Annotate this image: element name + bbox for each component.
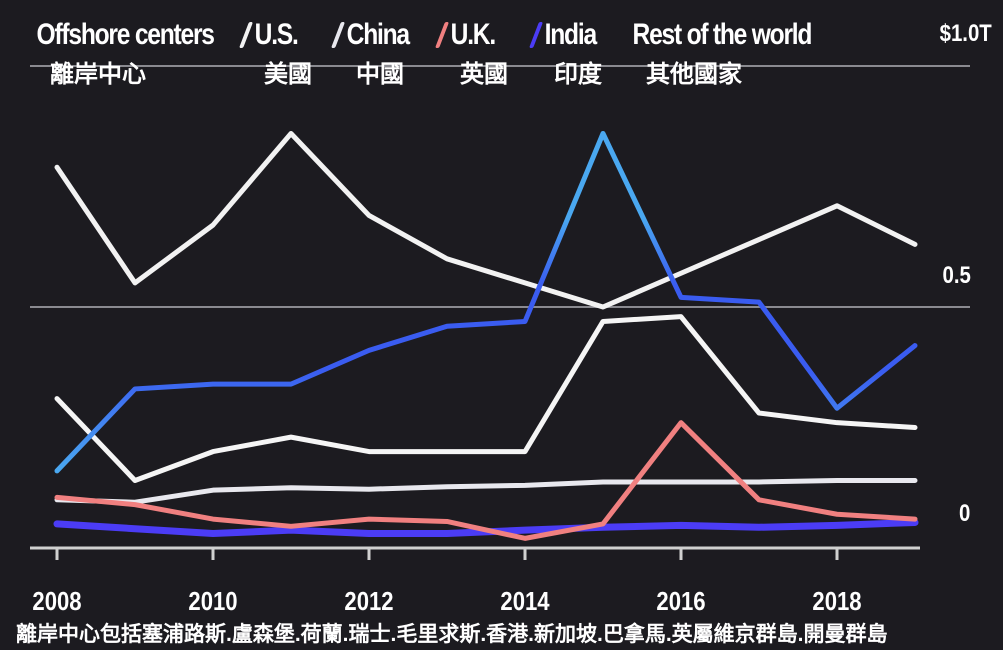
legend-label: Rest of the world: [632, 18, 813, 51]
footnote: 離岸中心包括塞浦路斯.盧森堡.荷蘭.瑞士.毛里求斯.香港.新加坡.巴拿馬.英屬維…: [16, 623, 888, 646]
legend-label: U.S.: [254, 18, 299, 51]
x-tick-label: 2016: [656, 586, 706, 616]
legend-item: China 中國: [331, 18, 426, 89]
series-line-china: [54, 478, 918, 505]
legend-label-zh: 離岸中心: [50, 61, 146, 88]
legend-label: U.K.: [450, 18, 497, 51]
legend-swatch: [621, 22, 631, 48]
legend-swatch: [331, 22, 346, 48]
series-line-u-s-: [54, 130, 918, 310]
legend-swatch: [435, 22, 450, 48]
legend-item: U.K. 英國: [435, 18, 520, 89]
legend-label-zh: 中國: [356, 61, 404, 88]
legend-item: Offshore centers 離岸中心: [25, 18, 230, 89]
x-tick-label: 2010: [188, 586, 238, 616]
legend-swatch: [239, 22, 254, 48]
series-line-rest-of-the-world: [54, 314, 918, 484]
legend-label: Offshore centers: [36, 18, 215, 51]
legend-label-zh: 其他國家: [646, 61, 742, 88]
legend-label: China: [346, 18, 410, 51]
y-tick-label: 0: [959, 500, 971, 527]
x-tick-label: 2012: [344, 586, 394, 616]
y-tick-label: $1.0T: [939, 20, 992, 47]
legend-item: U.S. 美國: [239, 18, 322, 89]
legend-label-zh: 美國: [264, 61, 312, 88]
x-tick-label: 2018: [812, 586, 862, 616]
series-line-offshore-centers: [54, 130, 918, 474]
y-tick-label: 0.5: [942, 262, 971, 289]
legend-label: India: [544, 18, 597, 51]
legend-item: Rest of the world 其他國家: [621, 18, 812, 89]
legend-swatch: [529, 22, 544, 48]
series-line-u-k-: [54, 420, 918, 541]
legend: Offshore centers 離岸中心 U.S. 美國 China 中國 U.K. 英國 I…: [25, 18, 820, 89]
legend-label-zh: 英國: [460, 61, 508, 88]
legend-label-zh: 印度: [554, 61, 602, 88]
legend-item: India 印度: [529, 18, 612, 89]
x-tick-label: 2008: [32, 586, 82, 616]
x-tick-label: 2014: [500, 586, 550, 616]
